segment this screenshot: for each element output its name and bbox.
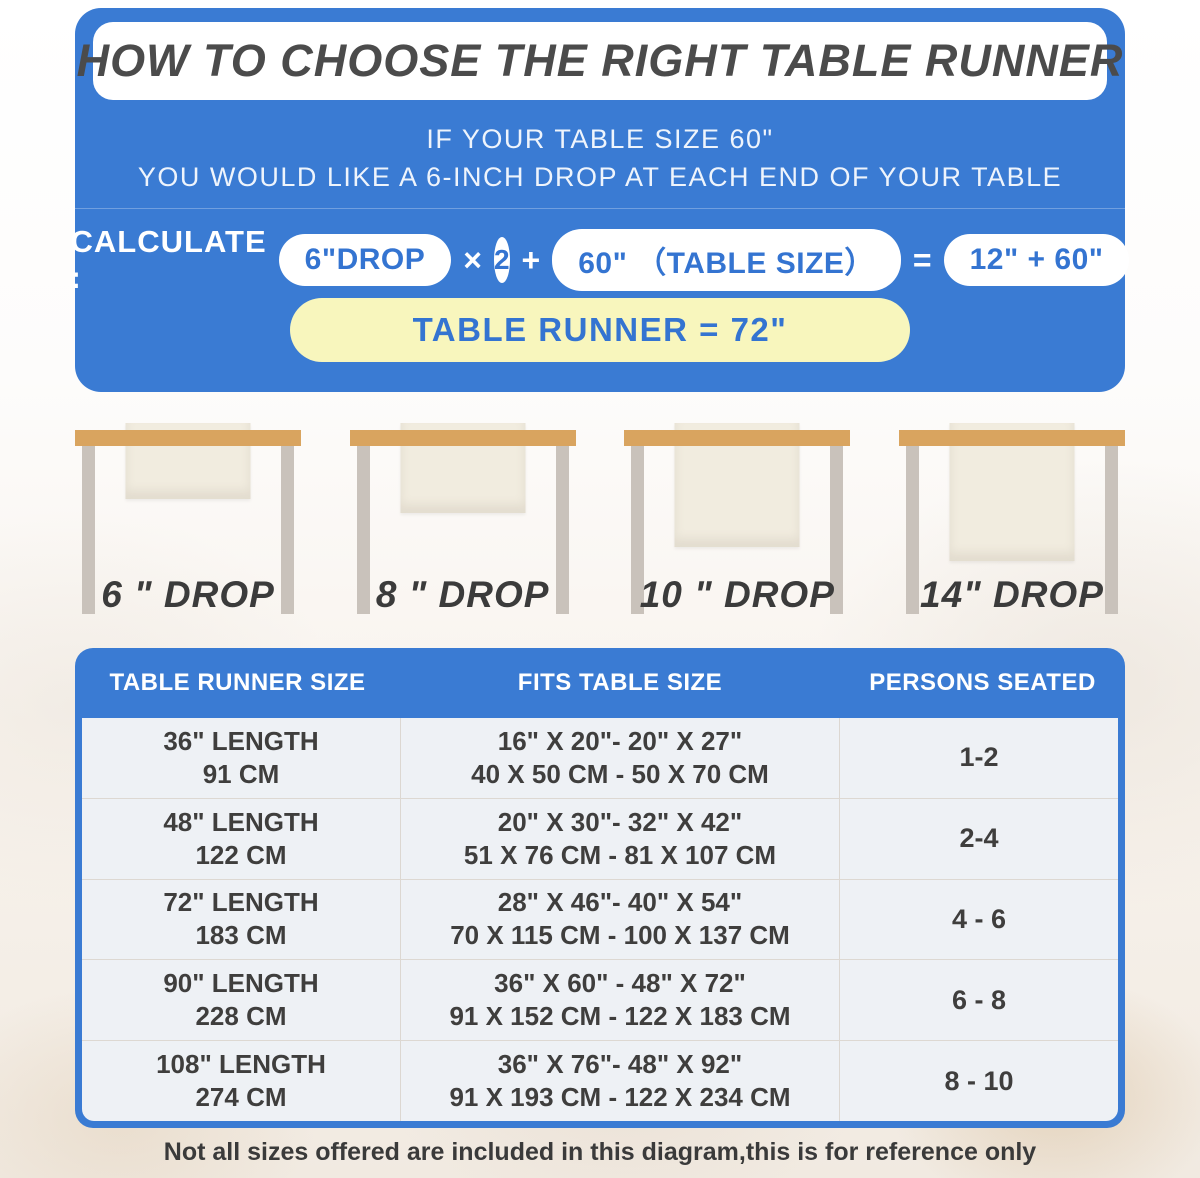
subtitle-line-2: YOU WOULD LIKE A 6-INCH DROP AT EACH END…	[137, 162, 1063, 192]
tabletop	[75, 430, 301, 446]
runner-size-cell: 72" LENGTH 183 CM	[163, 887, 319, 951]
runner-size-cell: 48" LENGTH 122 CM	[163, 806, 319, 870]
size-chart-body: 36" LENGTH 91 CM 16" X 20"- 20" X 27" 40…	[82, 718, 1118, 1121]
size-chart: TABLE RUNNER SIZE FITS TABLE SIZE PERSON…	[75, 648, 1125, 1128]
subtitle-line-1: IF YOUR TABLE SIZE 60"	[426, 124, 774, 154]
column-header-persons-seated: PERSONS SEATED	[869, 669, 1096, 696]
runner-size-cell: 90" LENGTH 228 CM	[163, 968, 319, 1032]
drop-label: 8 " DROP	[375, 574, 550, 615]
drop-figure-10: 10 " DROP	[624, 420, 851, 632]
table-size-pill: 60" （TABLE SIZE）	[552, 229, 901, 291]
runner-size-cell: 36" LENGTH 91 CM	[163, 725, 319, 789]
table-leg-left	[631, 446, 645, 614]
sum-pill: 12" + 60"	[943, 234, 1130, 286]
size-chart-header: TABLE RUNNER SIZE FITS TABLE SIZE PERSON…	[75, 648, 1125, 718]
drop-figure-14: 14" DROP	[898, 420, 1125, 632]
calculate-label: CALCULATE :	[70, 224, 267, 295]
table-leg-left	[82, 446, 95, 614]
header-banner: HOW TO CHOOSE THE RIGHT TABLE RUNNER IF …	[71, 8, 1130, 392]
table-leg-right	[830, 446, 844, 614]
drop-figures: 6 " DROP 8 " DROP 10 " DROP 14" DROP	[75, 420, 1125, 632]
table-row: 90" LENGTH 228 CM 36" X 60" - 48" X 72" …	[82, 959, 1118, 1041]
persons-cell: 8 - 10	[944, 1065, 1014, 1096]
tabletop	[624, 430, 851, 446]
table-leg-right	[1104, 446, 1118, 614]
calculation-row: CALCULATE : 6"DROP × 2 + 60" （TABLE SIZE…	[71, 224, 1130, 295]
column-header-runner-size: TABLE RUNNER SIZE	[109, 669, 366, 696]
fits-size-cell: 28" X 46"- 40" X 54" 70 X 115 CM - 100 X…	[400, 879, 840, 960]
result-pill: TABLE RUNNER = 72"	[290, 298, 910, 362]
title-box: HOW TO CHOOSE THE RIGHT TABLE RUNNER	[77, 22, 1122, 100]
equals-operator: =	[912, 241, 932, 278]
tabletop	[898, 430, 1125, 446]
table-row: 36" LENGTH 91 CM 16" X 20"- 20" X 27" 40…	[82, 718, 1118, 798]
banner-divider	[75, 208, 1125, 209]
drop-figure-8: 8 " DROP	[349, 420, 576, 632]
column-header-fits-table-size: FITS TABLE SIZE	[517, 669, 723, 696]
drop-label: 14" DROP	[920, 574, 1104, 615]
table-runner-illustration	[949, 423, 1075, 561]
fits-size-cell: 36" X 60" - 48" X 72" 91 X 152 CM - 122 …	[400, 960, 840, 1041]
fits-size-cell: 36" X 76"- 48" X 92" 91 X 193 CM - 122 X…	[400, 1041, 840, 1121]
tabletop	[349, 430, 576, 446]
drop-label: 6 " DROP	[101, 574, 275, 615]
table-leg-left	[356, 446, 370, 614]
persons-cell: 2-4	[959, 823, 999, 854]
table-row: 108" LENGTH 274 CM 36" X 76"- 48" X 92" …	[82, 1040, 1118, 1121]
multiplier-circle: 2	[493, 237, 510, 283]
drop-pill: 6"DROP	[278, 234, 452, 286]
footnote: Not all sizes offered are included in th…	[163, 1138, 1037, 1166]
persons-cell: 1-2	[959, 742, 999, 773]
times-operator: ×	[463, 241, 482, 278]
fits-size-cell: 20" X 30"- 32" X 42" 51 X 76 CM - 81 X 1…	[400, 798, 840, 879]
table-leg-right	[555, 446, 569, 614]
persons-cell: 4 - 6	[951, 903, 1007, 934]
plus-operator: +	[521, 241, 541, 278]
table-row: 48" LENGTH 122 CM 20" X 30"- 32" X 42" 5…	[82, 797, 1118, 879]
drop-figure-6: 6 " DROP	[75, 420, 301, 632]
page-title: HOW TO CHOOSE THE RIGHT TABLE RUNNER	[76, 35, 1124, 86]
table-row: 72" LENGTH 183 CM 28" X 46"- 40" X 54" 7…	[82, 878, 1118, 960]
drop-label: 10 " DROP	[639, 574, 835, 615]
table-leg-left	[905, 446, 919, 614]
fits-size-cell: 16" X 20"- 20" X 27" 40 X 50 CM - 50 X 7…	[400, 718, 840, 798]
runner-size-cell: 108" LENGTH 274 CM	[156, 1049, 326, 1113]
table-leg-right	[281, 446, 294, 614]
persons-cell: 6 - 8	[951, 984, 1007, 1015]
